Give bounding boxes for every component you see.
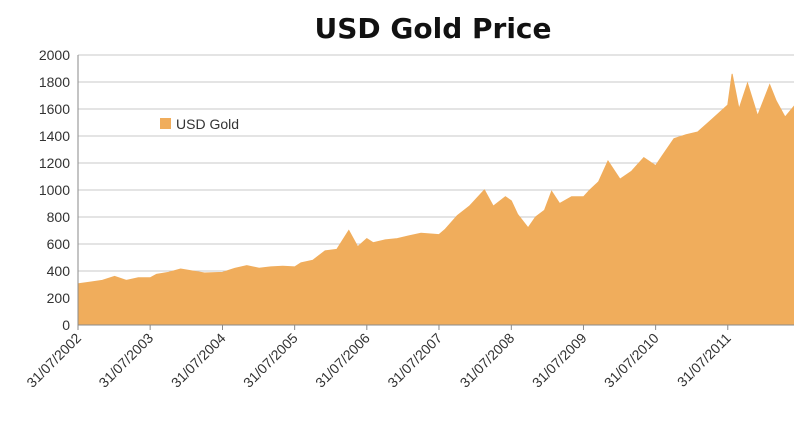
y-tick-label-1600: 1600 — [39, 101, 70, 117]
x-tick-label-6: 31/07/2008 — [457, 330, 518, 391]
series-area-usd-gold — [77, 73, 794, 326]
y-tick-label-600: 600 — [47, 236, 71, 252]
x-tick-label-4: 31/07/2006 — [312, 330, 373, 391]
axes — [77, 55, 794, 326]
x-tick-labels: 31/07/2002 31/07/2003 31/07/2004 31/07/2005… — [23, 325, 734, 391]
y-tick-label-400: 400 — [47, 263, 71, 279]
x-tick-label-0: 31/07/2002 — [23, 330, 84, 391]
y-tick-label-1000: 1000 — [39, 182, 70, 198]
legend-label-usd-gold: USD Gold — [176, 116, 239, 132]
chart-title: USD Gold Price — [314, 12, 551, 45]
y-tick-label-1800: 1800 — [39, 74, 70, 90]
x-tick-label-5: 31/07/2007 — [384, 330, 445, 391]
y-tick-label-2000: 2000 — [39, 47, 70, 63]
legend: USD Gold — [160, 116, 239, 132]
x-tick-label-3: 31/07/2005 — [240, 330, 301, 391]
y-tick-label-0: 0 — [62, 317, 70, 333]
legend-swatch-usd-gold — [160, 118, 171, 129]
y-tick-label-800: 800 — [47, 209, 71, 225]
gridlines — [78, 54, 794, 299]
y-tick-label-1400: 1400 — [39, 128, 70, 144]
area-series-layer — [77, 73, 794, 326]
x-tick-label-7: 31/07/2009 — [529, 330, 590, 391]
x-tick-label-2: 31/07/2004 — [168, 330, 229, 391]
x-tick-label-9: 31/07/2011 — [674, 330, 734, 390]
y-tick-label-1200: 1200 — [39, 155, 70, 171]
y-tick-labels: 0 200 400 600 800 1000 1200 1400 1600 1800 2000 — [39, 47, 70, 333]
y-tick-label-200: 200 — [47, 290, 71, 306]
x-tick-label-1: 31/07/2003 — [95, 330, 156, 391]
x-tick-label-8: 31/07/2010 — [601, 330, 662, 391]
